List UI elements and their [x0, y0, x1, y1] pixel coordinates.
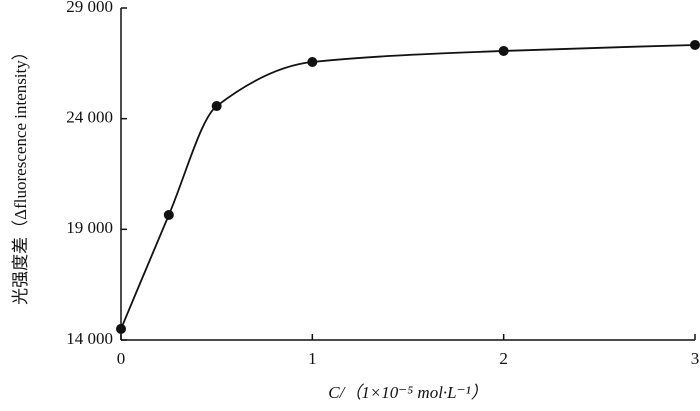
y-tick-label: 14 000	[66, 329, 113, 348]
x-tick-label: 1	[308, 349, 317, 368]
x-tick-label: 2	[499, 349, 508, 368]
point	[163, 209, 174, 220]
line	[120, 44, 696, 330]
x-tick-label: 0	[117, 349, 126, 368]
x-tick-label: 3	[691, 349, 700, 368]
y-tick-label: 29 000	[66, 0, 113, 16]
point	[498, 45, 509, 56]
x-axis-label: C/（1×10⁻⁵ mol·L⁻¹）	[328, 383, 487, 402]
point	[307, 57, 318, 68]
y-tick-label: 19 000	[66, 218, 113, 237]
point	[690, 39, 700, 50]
y-axis-label: 光强度差（Δfluorescence intensity）	[11, 43, 30, 305]
y-tick-label: 24 000	[66, 108, 113, 127]
point	[116, 323, 126, 334]
point	[211, 101, 222, 112]
